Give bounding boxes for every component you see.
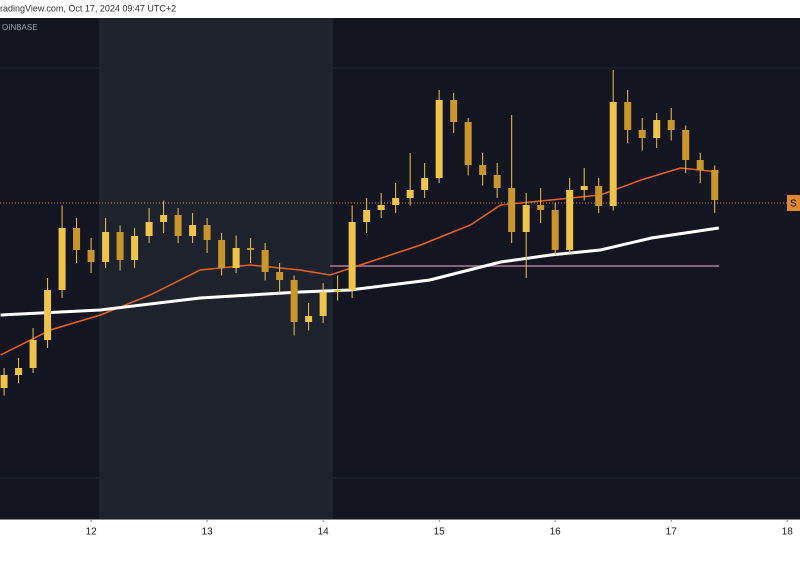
candle-body	[624, 102, 632, 130]
candle-body	[348, 222, 356, 290]
x-tick-label: 15	[434, 527, 446, 538]
candle-body	[435, 100, 443, 178]
candle-body	[116, 232, 124, 260]
x-tick-label: 16	[550, 527, 562, 538]
candle-body	[377, 205, 385, 210]
candle-body	[58, 228, 66, 290]
candle-body	[508, 188, 516, 232]
candle-body	[319, 292, 327, 316]
candle-body	[160, 215, 168, 222]
candle-body	[290, 280, 298, 322]
candle-body	[29, 340, 37, 368]
candle-body	[131, 236, 139, 260]
moving-average	[0, 226, 720, 317]
candle-body	[87, 250, 95, 262]
candle-body	[73, 228, 81, 250]
candle-body	[174, 215, 182, 236]
candle-body	[232, 248, 240, 268]
candle-body	[682, 130, 690, 160]
candle-body	[203, 225, 211, 240]
candle-body	[305, 316, 313, 322]
candle-body	[711, 170, 719, 200]
candle-body	[247, 248, 255, 250]
candle-body	[189, 225, 197, 236]
x-tick-label: 12	[86, 527, 98, 538]
candle-body	[218, 240, 226, 268]
candle-body	[537, 205, 545, 210]
candle-body	[406, 190, 414, 198]
candle-body	[276, 272, 284, 280]
candle-body	[638, 130, 646, 138]
candle-body	[450, 100, 458, 122]
candle-body	[551, 210, 559, 250]
candle-body	[580, 186, 588, 190]
exchange-label: OINBASE	[2, 23, 38, 32]
candle-body	[421, 178, 429, 190]
header-text: radingView.com, Oct 17, 2024 09:47 UTC+2	[0, 3, 176, 13]
candle-body	[493, 175, 501, 188]
x-tick-label: 14	[318, 527, 330, 538]
candle-body	[15, 368, 23, 375]
candle-body	[0, 375, 8, 388]
candle-body	[145, 222, 153, 236]
candle-body	[44, 290, 52, 340]
candle-body	[261, 250, 269, 272]
candle-body	[334, 290, 342, 292]
x-tick-label: 17	[666, 527, 678, 538]
candle-body	[667, 120, 675, 130]
candle-body	[464, 122, 472, 165]
candle-body	[363, 210, 371, 222]
candle-body	[653, 120, 661, 138]
candle-body	[102, 232, 110, 262]
candle-body	[609, 102, 617, 206]
candle-body	[696, 160, 704, 170]
candle-body	[595, 186, 603, 206]
x-tick-label: 13	[202, 527, 214, 538]
level-label-box	[787, 195, 800, 211]
candle-body	[522, 205, 530, 232]
level-label: S	[790, 199, 797, 210]
candle-body	[479, 165, 487, 175]
candle-body	[392, 198, 400, 205]
x-tick-label: 18	[782, 527, 794, 538]
candle-body	[566, 190, 574, 250]
